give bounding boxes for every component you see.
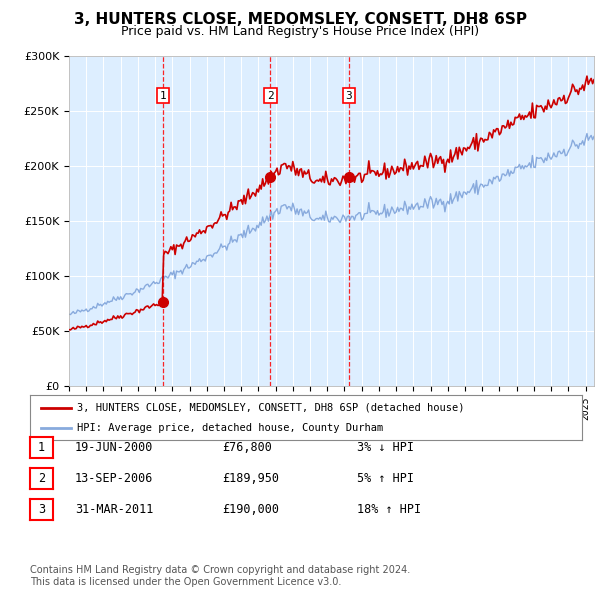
Text: HPI: Average price, detached house, County Durham: HPI: Average price, detached house, Coun… bbox=[77, 424, 383, 434]
Text: £76,800: £76,800 bbox=[222, 441, 272, 454]
Text: 3: 3 bbox=[38, 503, 45, 516]
Text: Contains HM Land Registry data © Crown copyright and database right 2024.
This d: Contains HM Land Registry data © Crown c… bbox=[30, 565, 410, 587]
Text: Price paid vs. HM Land Registry's House Price Index (HPI): Price paid vs. HM Land Registry's House … bbox=[121, 25, 479, 38]
Text: 2: 2 bbox=[267, 91, 274, 101]
Text: 2: 2 bbox=[38, 472, 45, 485]
Text: £189,950: £189,950 bbox=[222, 472, 279, 485]
Text: 3: 3 bbox=[345, 91, 352, 101]
Text: 1: 1 bbox=[38, 441, 45, 454]
Text: 3, HUNTERS CLOSE, MEDOMSLEY, CONSETT, DH8 6SP (detached house): 3, HUNTERS CLOSE, MEDOMSLEY, CONSETT, DH… bbox=[77, 403, 464, 412]
Text: 5% ↑ HPI: 5% ↑ HPI bbox=[357, 472, 414, 485]
Text: 19-JUN-2000: 19-JUN-2000 bbox=[75, 441, 154, 454]
Text: 13-SEP-2006: 13-SEP-2006 bbox=[75, 472, 154, 485]
Text: £190,000: £190,000 bbox=[222, 503, 279, 516]
Text: 3% ↓ HPI: 3% ↓ HPI bbox=[357, 441, 414, 454]
Text: 31-MAR-2011: 31-MAR-2011 bbox=[75, 503, 154, 516]
Text: 1: 1 bbox=[160, 91, 166, 101]
Text: 3, HUNTERS CLOSE, MEDOMSLEY, CONSETT, DH8 6SP: 3, HUNTERS CLOSE, MEDOMSLEY, CONSETT, DH… bbox=[74, 12, 527, 27]
Text: 18% ↑ HPI: 18% ↑ HPI bbox=[357, 503, 421, 516]
